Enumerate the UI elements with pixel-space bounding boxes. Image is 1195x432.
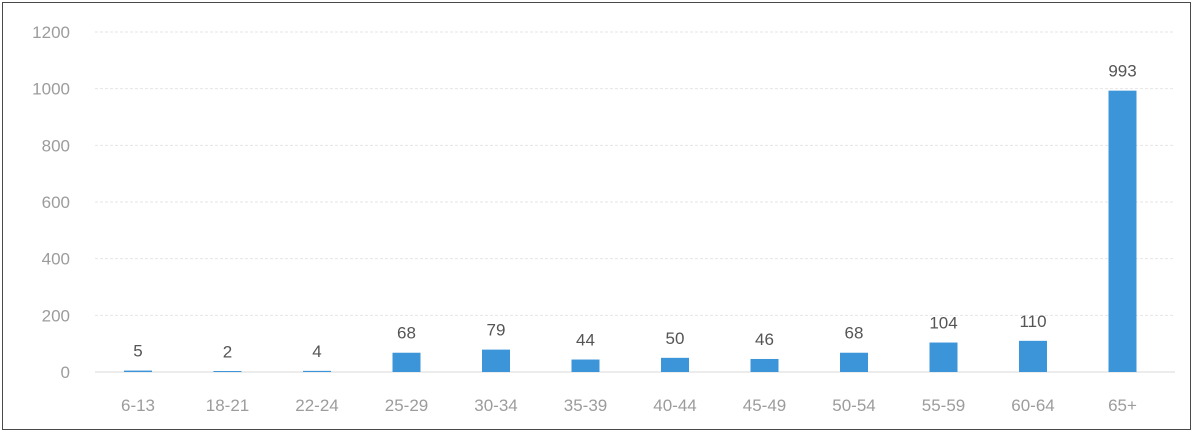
x-tick-label-30-34: 30-34 xyxy=(474,396,517,415)
bar-60-64 xyxy=(1019,340,1047,372)
gridlines xyxy=(95,31,1175,373)
y-tick-label: 600 xyxy=(42,193,70,212)
y-tick-label: 1000 xyxy=(32,80,70,99)
x-tick-label-6-13: 6-13 xyxy=(121,396,155,415)
x-tick-label-18-21: 18-21 xyxy=(206,396,249,415)
bars xyxy=(124,90,1137,373)
x-tick-label-55-59: 55-59 xyxy=(922,396,965,415)
data-label-40-44: 50 xyxy=(666,329,685,348)
bar-65+ xyxy=(1108,90,1137,373)
data-label-22-24: 4 xyxy=(312,342,321,361)
bar-35-39 xyxy=(571,359,600,372)
y-axis-ticks: 0 200 400 600 800 1000 1200 xyxy=(32,23,70,382)
bar-18-21 xyxy=(213,371,242,372)
bar-25-29 xyxy=(392,352,421,372)
x-tick-label-25-29: 25-29 xyxy=(385,396,428,415)
bar-6-13 xyxy=(124,370,152,372)
data-label-25-29: 68 xyxy=(397,324,416,343)
bar-40-44 xyxy=(661,357,689,372)
y-tick-label: 200 xyxy=(42,306,70,325)
x-tick-label-50-54: 50-54 xyxy=(832,396,875,415)
bar-50-54 xyxy=(840,352,868,372)
x-tick-label-45-49: 45-49 xyxy=(743,396,786,415)
data-label-45-49: 46 xyxy=(755,330,774,349)
data-label-18-21: 2 xyxy=(223,342,232,361)
y-tick-label: 800 xyxy=(42,136,70,155)
x-tick-label-60-64: 60-64 xyxy=(1011,396,1054,415)
bar-45-49 xyxy=(750,358,779,372)
y-tick-label: 400 xyxy=(42,250,70,269)
y-tick-label: 0 xyxy=(61,363,70,382)
bar-22-24 xyxy=(303,370,331,372)
data-labels: 5 2 4 68 79 44 50 46 68 104 110 993 xyxy=(133,62,1136,362)
x-tick-label-35-39: 35-39 xyxy=(564,396,607,415)
data-label-55-59: 104 xyxy=(929,314,957,333)
x-tick-label-65+: 65+ xyxy=(1108,396,1137,415)
data-label-65+: 993 xyxy=(1108,62,1136,81)
data-label-30-34: 79 xyxy=(487,321,506,340)
bar-55-59 xyxy=(929,342,958,372)
data-label-60-64: 110 xyxy=(1019,312,1046,331)
x-axis-ticks: 6-13 18-21 22-24 25-29 30-34 35-39 40-44 45-49 5… xyxy=(121,396,1137,415)
x-tick-label-22-24: 22-24 xyxy=(295,396,338,415)
y-tick-label: 1200 xyxy=(32,23,70,42)
x-tick-label-40-44: 40-44 xyxy=(653,396,696,415)
data-label-50-54: 68 xyxy=(845,324,864,343)
data-label-35-39: 44 xyxy=(576,331,595,350)
data-label-6-13: 5 xyxy=(133,342,142,361)
bar-30-34 xyxy=(482,349,510,372)
